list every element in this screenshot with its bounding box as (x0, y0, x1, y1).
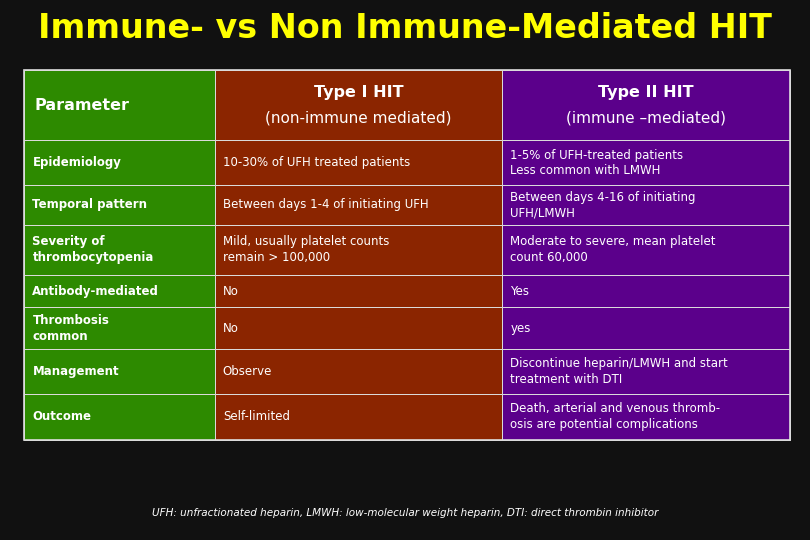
Bar (24, 349, 215, 394)
Bar (24, 394, 215, 440)
Bar (215, 70, 502, 140)
Bar (24, 70, 215, 140)
Text: Thrombosis
common: Thrombosis common (32, 314, 109, 342)
Text: Management: Management (32, 365, 119, 378)
Text: Antibody-mediated: Antibody-mediated (32, 285, 160, 298)
Text: No: No (223, 322, 239, 335)
Bar (502, 185, 790, 225)
Bar (215, 349, 502, 394)
Text: No: No (223, 285, 239, 298)
Text: Observe: Observe (223, 365, 272, 378)
Text: Immune- vs Non Immune-Mediated HIT: Immune- vs Non Immune-Mediated HIT (38, 11, 772, 45)
Bar (502, 225, 790, 275)
Bar (502, 349, 790, 394)
Text: Outcome: Outcome (32, 410, 92, 423)
Text: Type I HIT: Type I HIT (313, 85, 403, 100)
Bar (502, 70, 790, 140)
Bar (502, 394, 790, 440)
Text: (immune –mediated): (immune –mediated) (566, 111, 726, 125)
Text: Between days 1-4 of initiating UFH: Between days 1-4 of initiating UFH (223, 198, 428, 212)
Bar (24, 140, 215, 185)
Bar (215, 394, 502, 440)
Text: Severity of
thrombocytopenia: Severity of thrombocytopenia (32, 235, 154, 264)
Bar (502, 140, 790, 185)
Bar (215, 307, 502, 349)
Bar (215, 140, 502, 185)
Bar (24, 307, 215, 349)
Text: Self-limited: Self-limited (223, 410, 290, 423)
Text: 10-30% of UFH treated patients: 10-30% of UFH treated patients (223, 156, 410, 170)
Bar (215, 185, 502, 225)
Bar (215, 225, 502, 275)
Text: Between days 4-16 of initiating
UFH/LMWH: Between days 4-16 of initiating UFH/LMWH (510, 191, 696, 219)
Text: Moderate to severe, mean platelet
count 60,000: Moderate to severe, mean platelet count … (510, 235, 716, 264)
Text: (non-immune mediated): (non-immune mediated) (265, 111, 452, 125)
Bar (502, 307, 790, 349)
Bar (24, 225, 215, 275)
Text: Mild, usually platelet counts
remain > 100,000: Mild, usually platelet counts remain > 1… (223, 235, 389, 264)
Text: Death, arterial and venous thromb-
osis are potential complications: Death, arterial and venous thromb- osis … (510, 402, 720, 431)
Text: Epidemiology: Epidemiology (32, 156, 122, 170)
Text: Discontinue heparin/LMWH and start
treatment with DTI: Discontinue heparin/LMWH and start treat… (510, 357, 728, 386)
Bar (24, 275, 215, 307)
Bar (24, 185, 215, 225)
Bar (502, 275, 790, 307)
Text: yes: yes (510, 322, 531, 335)
Bar (24, 70, 790, 440)
Text: Type II HIT: Type II HIT (598, 85, 694, 100)
Text: 1-5% of UFH-treated patients
Less common with LMWH: 1-5% of UFH-treated patients Less common… (510, 148, 684, 177)
Text: Parameter: Parameter (34, 98, 129, 113)
Text: UFH: unfractionated heparin, LMWH: low-molecular weight heparin, DTI: direct thr: UFH: unfractionated heparin, LMWH: low-m… (151, 508, 659, 518)
Text: Temporal pattern: Temporal pattern (32, 198, 147, 212)
Bar (215, 275, 502, 307)
Text: Yes: Yes (510, 285, 529, 298)
